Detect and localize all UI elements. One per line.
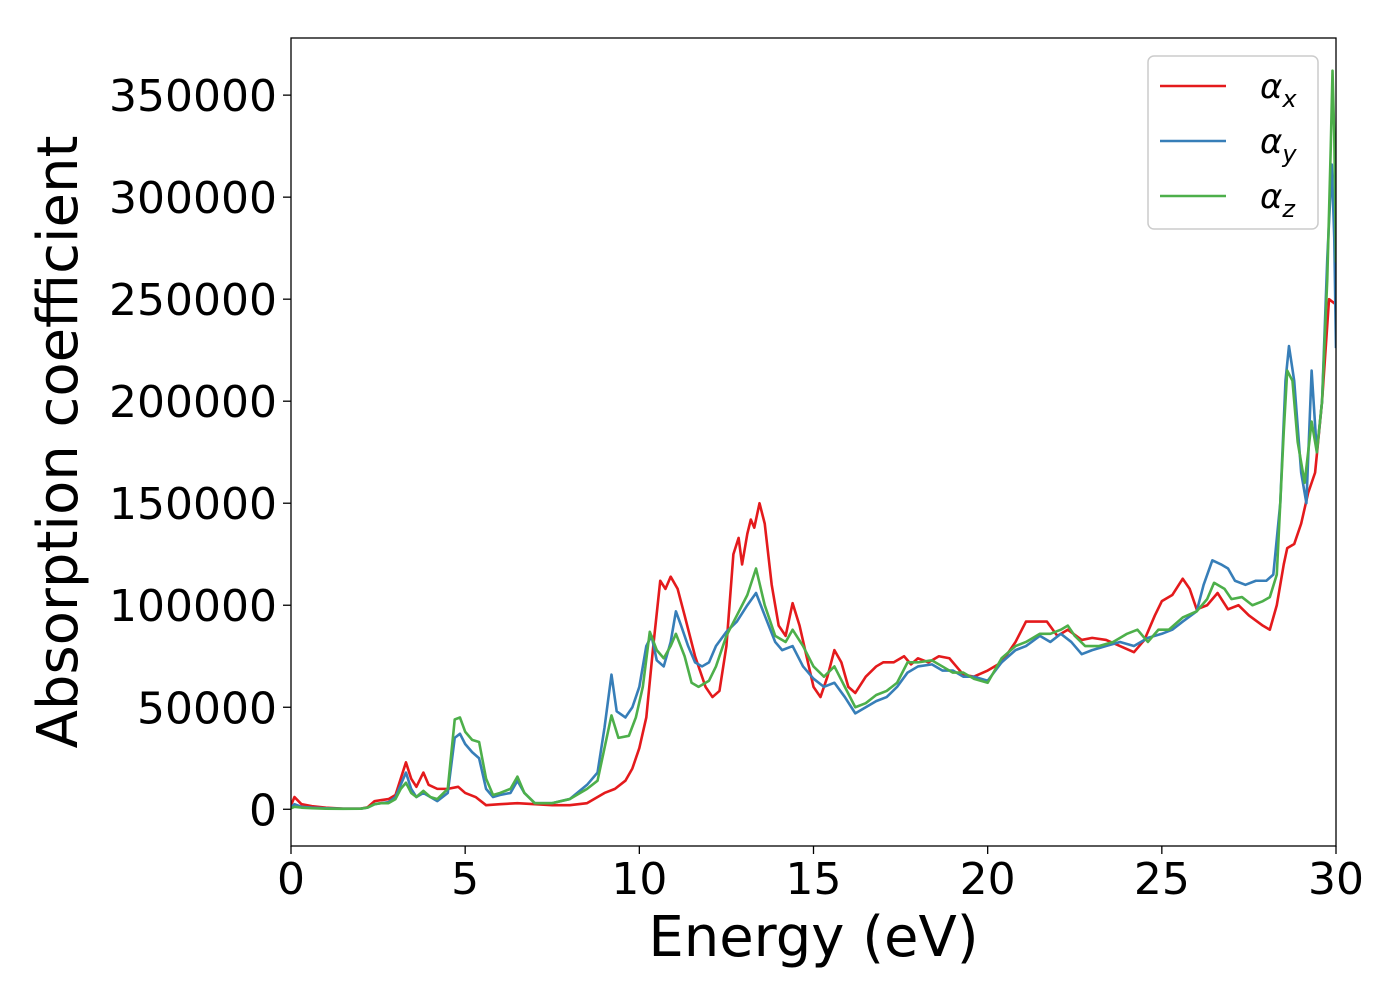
series-layer — [291, 69, 1336, 811]
x-tick-label: 0 — [277, 854, 305, 905]
legend-label-base: α — [1260, 177, 1282, 217]
x-axis: 0 5 10 15 20 25 30 — [277, 846, 1364, 905]
y-tick-label: 350000 — [109, 71, 277, 122]
legend-label-subscript: y — [1281, 140, 1297, 168]
x-tick-label: 30 — [1308, 854, 1364, 905]
y-tick-label: 250000 — [109, 275, 277, 326]
series-line-alpha-x — [291, 297, 1336, 810]
y-tick-label: 300000 — [109, 173, 277, 224]
y-tick-label: 150000 — [109, 479, 277, 530]
x-tick-label: 15 — [786, 854, 842, 905]
legend-box — [1147, 55, 1319, 230]
legend-label-alpha-z: αz — [1260, 177, 1296, 223]
series-line-alpha-z — [291, 69, 1336, 811]
x-tick-label: 10 — [611, 854, 667, 905]
x-tick-label: 5 — [451, 854, 479, 905]
y-axis: 0 50000 100000 150000 200000 250000 300000 3500… — [109, 71, 291, 836]
y-axis-title: Absorption coefficient — [26, 136, 91, 749]
series-line-alpha-y — [291, 163, 1336, 810]
legend-label-base: α — [1260, 67, 1282, 107]
y-tick-label: 0 — [249, 785, 277, 836]
y-tick-label: 200000 — [109, 377, 277, 428]
x-tick-label: 20 — [960, 854, 1016, 905]
y-tick-label: 50000 — [137, 683, 277, 734]
x-tick-label: 25 — [1134, 854, 1190, 905]
legend-label-subscript: z — [1281, 195, 1296, 223]
legend-label-alpha-y: αy — [1260, 122, 1297, 168]
legend-label-subscript: x — [1281, 85, 1297, 113]
y-tick-label: 100000 — [109, 581, 277, 632]
x-axis-title: Energy (eV) — [648, 905, 978, 970]
legend-label-alpha-x: αx — [1260, 67, 1297, 113]
legend-label-base: α — [1260, 122, 1282, 162]
